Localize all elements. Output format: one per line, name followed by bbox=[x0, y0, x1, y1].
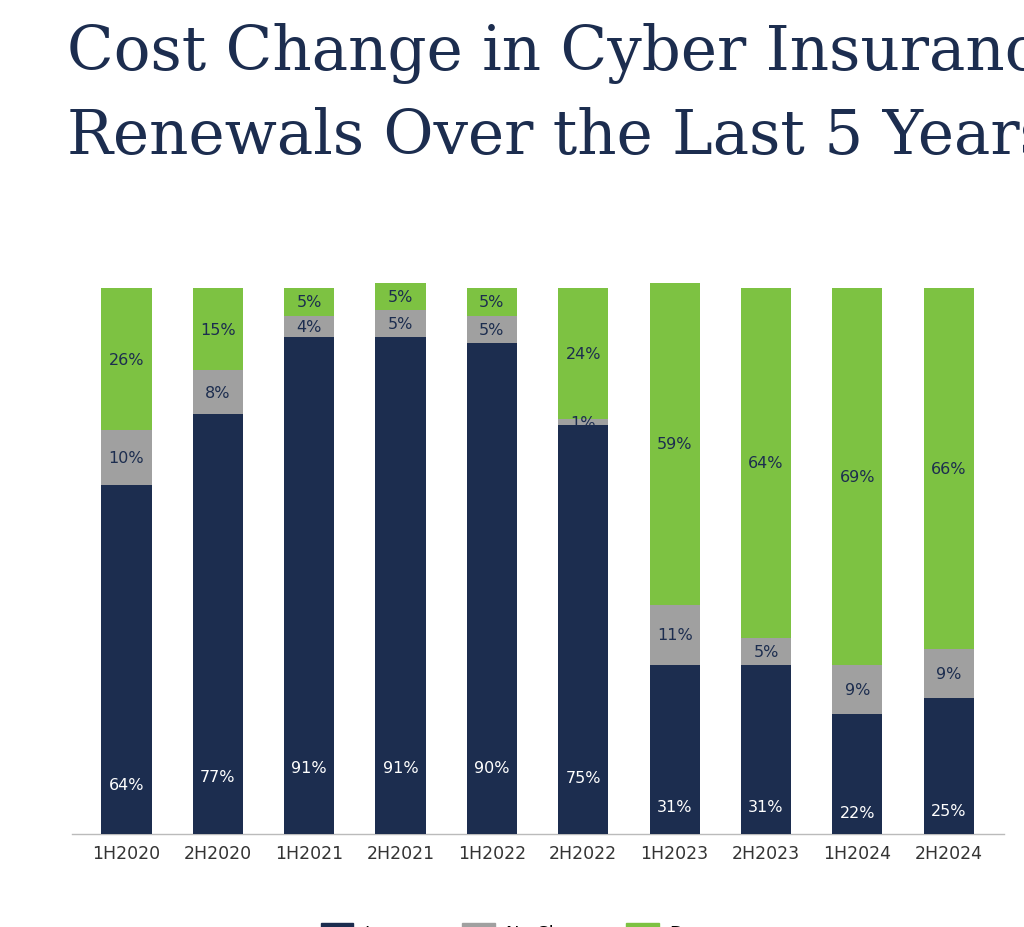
Bar bbox=[284, 289, 334, 316]
Bar bbox=[558, 425, 608, 834]
Text: 5%: 5% bbox=[388, 317, 414, 332]
Bar bbox=[376, 311, 426, 338]
Text: Cost Change in Cyber Insurance: Cost Change in Cyber Insurance bbox=[67, 23, 1024, 84]
Text: 64%: 64% bbox=[749, 456, 783, 471]
Text: 5%: 5% bbox=[388, 290, 414, 305]
Bar bbox=[924, 289, 974, 649]
Text: 31%: 31% bbox=[749, 799, 783, 814]
Text: 8%: 8% bbox=[205, 385, 230, 400]
Text: 4%: 4% bbox=[297, 320, 322, 335]
Text: 5%: 5% bbox=[297, 295, 322, 311]
Bar bbox=[924, 649, 974, 698]
Text: 9%: 9% bbox=[936, 666, 962, 681]
Text: 26%: 26% bbox=[109, 352, 144, 367]
Bar bbox=[833, 715, 883, 834]
Text: Renewals Over the Last 5 Years: Renewals Over the Last 5 Years bbox=[67, 107, 1024, 167]
Text: 10%: 10% bbox=[109, 451, 144, 465]
Bar bbox=[101, 431, 152, 486]
Text: 59%: 59% bbox=[656, 437, 692, 451]
Text: 91%: 91% bbox=[292, 760, 327, 775]
Text: 5%: 5% bbox=[479, 295, 505, 311]
Text: 64%: 64% bbox=[109, 778, 144, 793]
Bar bbox=[101, 289, 152, 431]
Text: 66%: 66% bbox=[931, 462, 967, 476]
Text: 91%: 91% bbox=[383, 760, 419, 775]
Bar bbox=[376, 284, 426, 311]
Bar bbox=[833, 289, 883, 666]
Text: 25%: 25% bbox=[931, 803, 967, 818]
Bar bbox=[649, 284, 699, 605]
Text: 69%: 69% bbox=[840, 470, 876, 485]
Text: 90%: 90% bbox=[474, 760, 510, 775]
Bar bbox=[649, 605, 699, 666]
Bar bbox=[741, 289, 792, 638]
Bar bbox=[467, 344, 517, 834]
Bar bbox=[558, 420, 608, 425]
Text: 5%: 5% bbox=[479, 323, 505, 337]
Bar bbox=[833, 666, 883, 715]
Bar bbox=[193, 289, 243, 371]
Text: 11%: 11% bbox=[656, 628, 692, 642]
Bar bbox=[284, 316, 334, 338]
Bar bbox=[101, 486, 152, 834]
Bar bbox=[193, 371, 243, 414]
Text: 31%: 31% bbox=[656, 799, 692, 814]
Text: 75%: 75% bbox=[565, 770, 601, 785]
Bar bbox=[649, 666, 699, 834]
Text: 5%: 5% bbox=[754, 644, 778, 659]
Legend: Increase, No Change, Decrease: Increase, No Change, Decrease bbox=[313, 916, 762, 927]
Text: 22%: 22% bbox=[840, 805, 876, 819]
Text: 1%: 1% bbox=[570, 415, 596, 430]
Bar bbox=[467, 316, 517, 344]
Text: 24%: 24% bbox=[565, 347, 601, 362]
Bar bbox=[284, 338, 334, 834]
Bar bbox=[376, 338, 426, 834]
Text: 9%: 9% bbox=[845, 682, 870, 697]
Bar bbox=[741, 666, 792, 834]
Bar bbox=[467, 289, 517, 316]
Text: 77%: 77% bbox=[200, 768, 236, 784]
Bar bbox=[741, 638, 792, 666]
Bar bbox=[924, 698, 974, 834]
Bar bbox=[558, 289, 608, 420]
Text: 15%: 15% bbox=[200, 323, 236, 337]
Bar bbox=[193, 414, 243, 834]
